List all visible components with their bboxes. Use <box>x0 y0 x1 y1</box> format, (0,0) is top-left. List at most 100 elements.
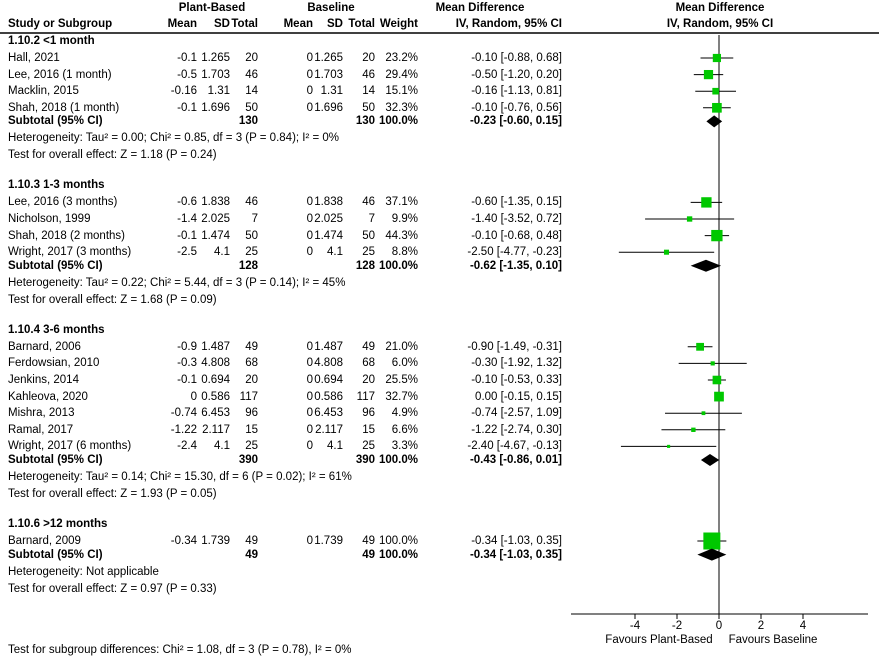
study-cell: 49 <box>362 340 375 353</box>
favours-right-label: Favours Baseline <box>728 634 818 646</box>
effect-square <box>711 229 723 242</box>
study-cell: 1.696 <box>314 101 343 114</box>
study-cell: -0.1 <box>177 374 197 386</box>
effect-square <box>710 361 715 366</box>
study-cell: 0 <box>306 213 313 225</box>
study-cell: 7 <box>368 213 375 225</box>
study-cell: 2.025 <box>201 213 230 225</box>
header-mean2: Mean <box>283 18 313 30</box>
study-cell: 15 <box>362 423 375 436</box>
study-cell: 9.9% <box>391 213 418 225</box>
study-name: Lee, 2016 (1 month) <box>8 68 112 81</box>
study-cell: 117 <box>356 390 375 403</box>
subtotal-label: Subtotal (95% CI) <box>8 548 103 561</box>
study-cell: 50 <box>362 229 375 242</box>
study-cell: 46 <box>362 196 375 209</box>
subtotal-weight: 100.0% <box>378 548 418 561</box>
study-cell: -0.3 <box>177 357 197 370</box>
study-cell: 7 <box>251 213 258 225</box>
study-cell: 37.1% <box>385 196 418 209</box>
study-cell: 4.1 <box>214 440 230 453</box>
study-cell: 0.586 <box>314 390 343 403</box>
group-title: 1.10.2 <1 month <box>8 35 95 47</box>
study-cell: 50 <box>245 101 258 114</box>
effect-square <box>712 375 722 385</box>
group-title: 1.10.3 1-3 months <box>8 179 105 192</box>
overall-effect: Test for overall effect: Z = 1.93 (P = 0… <box>8 488 217 500</box>
x-tick-label: 4 <box>799 620 807 632</box>
effect-square <box>712 53 721 63</box>
study-cell: -0.1 <box>177 101 197 114</box>
study-cell: 1.474 <box>314 229 343 242</box>
study-cell: 6.453 <box>201 407 230 420</box>
study-cell: 100.0% <box>378 535 418 547</box>
header-ci-table: IV, Random, 95% CI <box>455 18 562 30</box>
effect-square <box>663 249 670 255</box>
subtotal-ci: -0.23 [-0.60, 0.15] <box>469 115 562 128</box>
effect-square <box>691 427 696 432</box>
study-cell: 0 <box>306 246 313 259</box>
header-sd2: SD <box>327 18 343 30</box>
study-cell: 8.8% <box>391 246 418 259</box>
study-cell: 0.00 [-0.15, 0.15] <box>475 390 562 403</box>
study-cell: 2.117 <box>202 423 230 436</box>
study-cell: 1.265 <box>201 52 230 64</box>
study-name: Shah, 2018 (2 months) <box>8 229 125 242</box>
subgroup-differences: Test for subgroup differences: Chi² = 1.… <box>8 644 352 656</box>
study-cell: -0.90 [-1.49, -0.31] <box>467 340 562 353</box>
study-name: Shah, 2018 (1 month) <box>8 101 120 114</box>
study-cell: 4.9% <box>391 407 418 420</box>
study-cell: 0 <box>306 196 313 209</box>
study-cell: 1.703 <box>314 68 343 81</box>
header-control: Baseline <box>307 2 355 14</box>
study-cell: 68 <box>245 357 258 370</box>
study-cell: -0.74 <box>170 407 197 420</box>
study-cell: 0 <box>190 390 197 403</box>
study-cell: -0.74 [-2.57, 1.09] <box>471 407 562 420</box>
study-name: Hall, 2021 <box>8 52 60 64</box>
effect-square <box>714 391 724 402</box>
study-cell: 4.808 <box>201 357 230 370</box>
study-cell: 32.7% <box>385 390 418 403</box>
study-name: Barnard, 2006 <box>8 340 81 353</box>
study-cell: 25 <box>245 440 258 453</box>
study-cell: 25 <box>362 440 375 453</box>
study-cell: 25 <box>362 246 375 259</box>
study-cell: 1.31 <box>207 85 230 98</box>
study-cell: -2.40 [-4.67, -0.13] <box>467 440 562 453</box>
study-cell: -0.10 [-0.88, 0.68] <box>471 52 562 64</box>
study-cell: 50 <box>245 229 258 242</box>
study-cell: 46 <box>245 196 258 209</box>
study-cell: 96 <box>245 407 258 420</box>
study-cell: 23.2% <box>385 52 418 64</box>
study-cell: -0.1 <box>177 229 197 242</box>
study-cell: 117 <box>239 390 258 403</box>
effect-square <box>712 87 719 95</box>
subtotal-diamond <box>700 454 720 466</box>
subtotal-total-ctl: 390 <box>355 454 375 466</box>
x-tick-label: 2 <box>757 620 765 632</box>
subtotal-total-exp: 390 <box>238 454 258 466</box>
subtotal-total-ctl: 49 <box>362 548 375 561</box>
study-cell: 50 <box>362 101 375 114</box>
study-name: Ramal, 2017 <box>8 423 74 436</box>
effect-square <box>701 197 712 208</box>
study-cell: 49 <box>245 340 258 353</box>
heterogeneity: Heterogeneity: Tau² = 0.22; Chi² = 5.44,… <box>8 276 346 289</box>
study-cell: 6.453 <box>314 407 343 420</box>
effect-square <box>712 102 722 113</box>
study-cell: 21.0% <box>385 340 418 353</box>
study-cell: 1.31 <box>320 85 343 98</box>
study-name: Nicholson, 1999 <box>8 213 91 225</box>
study-cell: -0.5 <box>177 68 197 81</box>
subtotal-total-exp: 128 <box>238 259 258 272</box>
study-cell: -0.16 <box>170 85 197 98</box>
study-name: Barnard, 2009 <box>8 535 81 547</box>
study-cell: 14 <box>362 85 375 98</box>
heterogeneity: Heterogeneity: Tau² = 0.00; Chi² = 0.85,… <box>8 132 340 145</box>
header-total2: Total <box>348 18 375 30</box>
subtotal-total-ctl: 128 <box>355 259 375 272</box>
study-cell: -1.22 <box>170 423 197 436</box>
study-cell: 4.1 <box>327 246 343 259</box>
